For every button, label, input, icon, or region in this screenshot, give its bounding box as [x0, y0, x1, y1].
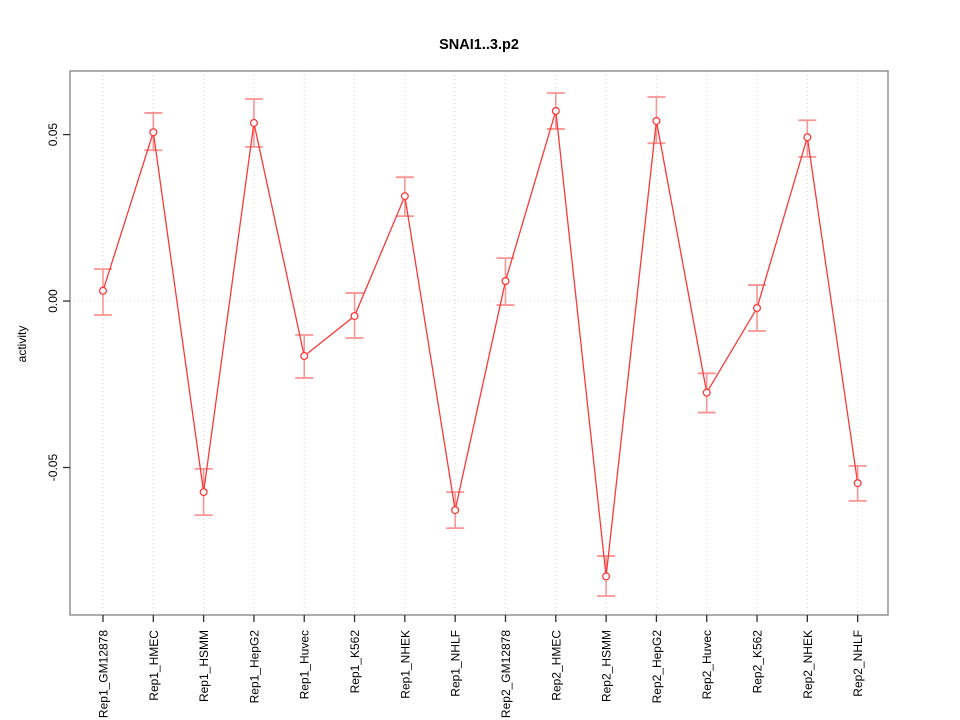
data-point: [602, 572, 611, 581]
x-tick-label: Rep2_HMEC: [549, 630, 563, 701]
data-point: [300, 351, 309, 361]
data-point: [98, 286, 108, 295]
x-tick-label: Rep2_HSMM: [600, 630, 614, 702]
x-tick-label: Rep1_Huvec: [298, 630, 312, 699]
x-tick-label: Rep1_HSMM: [197, 630, 211, 702]
data-point: [451, 506, 460, 515]
data-point: [350, 311, 359, 321]
x-tick-label: Rep1_HMEC: [147, 630, 161, 701]
data-point: [803, 133, 812, 142]
series-line: [102, 110, 859, 577]
data-point: [149, 128, 158, 137]
x-tick-label: Rep2_NHEK: [801, 630, 815, 699]
x-tick-label: Rep1_NHEK: [398, 630, 412, 699]
x-tick-label: Rep1_NHLF: [449, 630, 463, 697]
x-tick-label: Rep1_HepG2: [247, 630, 261, 704]
data-point: [501, 277, 510, 286]
data-point: [249, 118, 258, 127]
y-axis-label: activity: [15, 326, 29, 363]
y-tick-label: -0.05: [46, 454, 60, 482]
y-tick-label: 0.05: [46, 123, 60, 147]
x-tick-label: Rep2_HepG2: [650, 630, 664, 704]
x-tick-label: Rep2_GM12878: [499, 630, 513, 718]
x-tick-label: Rep2_Huvec: [700, 630, 714, 699]
data-point: [853, 479, 862, 488]
x-tick-label: Rep2_NHLF: [851, 630, 865, 697]
x-tick-label: Rep2_K562: [751, 630, 765, 694]
y-tick-label: 0.00: [46, 289, 60, 313]
chart-title: SNAI1..3.p2: [439, 37, 519, 53]
data-point: [400, 192, 409, 201]
data-point: [652, 116, 661, 125]
data-point: [702, 388, 711, 397]
x-tick-label: Rep1_K562: [348, 630, 362, 694]
plot-area: -0.05 0.00 0.05 Rep1_GM12878 Rep1_HMEC Rep1_H…: [46, 70, 889, 718]
plot-box: [69, 70, 889, 616]
x-tick-label: Rep1_GM12878: [97, 630, 111, 718]
data-point: [551, 106, 560, 116]
data-point: [199, 488, 208, 497]
data-point: [752, 303, 762, 313]
